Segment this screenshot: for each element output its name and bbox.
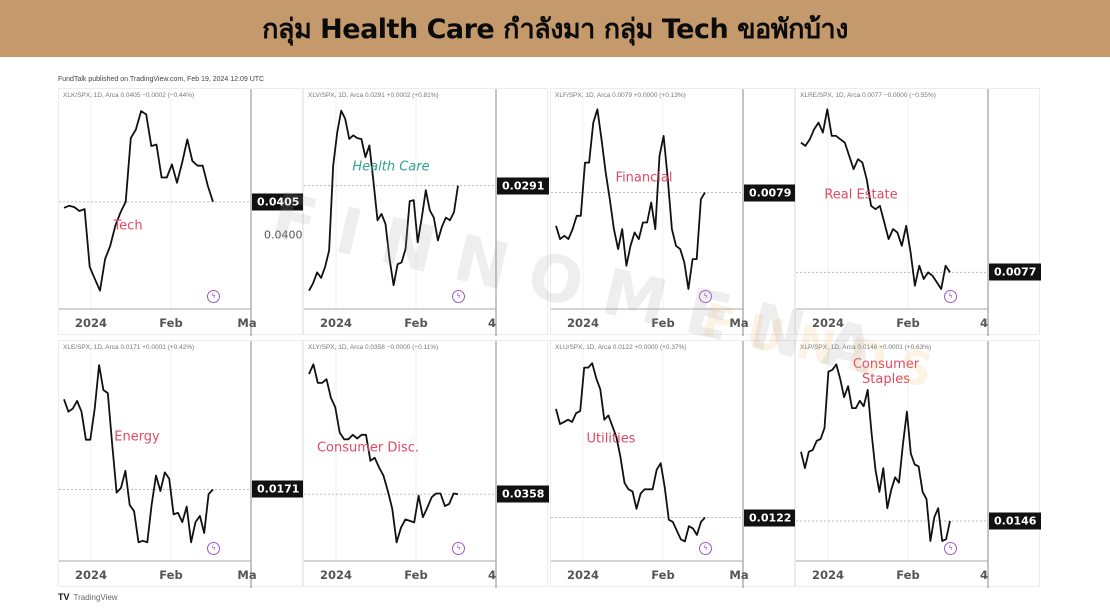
tradingview-brand: TradingView [73,592,118,602]
time-tick-label: Feb [651,568,675,582]
chart-panel: XLU/SPX, 1D, Arca 0.0122 +0.0000 (+0.37%… [550,340,797,588]
time-tick-label: 2024 [566,316,600,330]
lightning-icon[interactable]: ϟ [699,290,712,303]
chart-svg [304,341,497,588]
chart-panel: XLRE/SPX, 1D, Arca 0.0077 −0.0000 (−0.55… [795,88,1042,336]
sector-label: Real Estate [824,187,898,203]
time-tick-label: 2024 [319,316,353,330]
chart-panel: XLE/SPX, 1D, Arca 0.0171 +0.0001 (+0.42%… [58,340,305,588]
footer: TV TradingView [58,592,118,602]
chart-panel: XLY/SPX, 1D, Arca 0.0358 −0.0000 (−0.11%… [303,340,550,588]
time-tick-label: Ma [729,316,749,330]
sector-label: Financial [615,170,673,186]
chart-svg [59,89,252,336]
chart-panel: XLK/SPX, 1D, Arca 0.0405 −0.0002 (−0.44%… [58,88,305,336]
time-tick-label: 4 [979,316,989,330]
time-tick-label: 2024 [74,568,108,582]
time-tick-label: 4 [979,568,989,582]
price-series-line [555,108,706,290]
lightning-icon[interactable]: ϟ [452,290,465,303]
chart-svg [551,341,744,588]
chart-panel: XLP/SPX, 1D, Arca 0.0146 +0.0001 (+0.63%… [795,340,1042,588]
time-tick-label: 2024 [74,316,108,330]
symbol-header: XLV/SPX, 1D, Arca 0.0291 +0.0002 (+0.81%… [308,92,439,99]
chart-svg [551,89,744,336]
symbol-header: XLRE/SPX, 1D, Arca 0.0077 −0.0000 (−0.55… [800,92,936,99]
last-price-badge: 0.0358 [497,485,550,503]
page-title: กลุ่ม Health Care กำลังมา กลุ่ม Tech ขอพ… [262,14,848,45]
price-series-line [63,110,214,292]
sector-label: Consumer Disc. [316,440,420,456]
time-tick-label: Feb [896,316,920,330]
chart-panel: XLV/SPX, 1D, Arca 0.0291 +0.0002 (+0.81%… [303,88,550,336]
time-tick-label: Feb [404,316,428,330]
last-price-badge: 0.0171 [252,480,305,498]
time-tick-label: Feb [651,316,675,330]
time-tick-label: Feb [159,316,183,330]
sector-label: Health Care [352,159,430,175]
chart-svg [304,89,497,336]
lightning-icon[interactable]: ϟ [207,290,220,303]
price-series-line [555,362,706,543]
price-series-line [800,363,951,542]
price-series-line [308,109,459,292]
symbol-header: XLF/SPX, 1D, Arca 0.0079 +0.0000 (+0.13%… [555,92,686,99]
published-note: FundTalk published on TradingView.com, F… [58,76,265,83]
last-price-badge: 0.0122 [744,509,797,527]
time-tick-label: 4 [487,568,497,582]
chart-svg [796,341,989,588]
lightning-icon[interactable]: ϟ [944,290,957,303]
price-series-line [63,364,214,544]
last-price-badge: 0.0405 [252,193,305,211]
time-tick-label: 2024 [811,316,845,330]
time-tick-label: 2024 [811,568,845,582]
chart-panel: XLF/SPX, 1D, Arca 0.0079 +0.0000 (+0.13%… [550,88,797,336]
time-tick-label: Ma [237,316,257,330]
time-tick-label: 2024 [566,568,600,582]
chart-svg [796,89,989,336]
sector-label: Tech [113,218,143,234]
lightning-icon[interactable]: ϟ [207,542,220,555]
last-price-badge: 0.0079 [744,184,797,202]
time-tick-label: 2024 [319,568,353,582]
time-tick-label: Feb [404,568,428,582]
last-price-badge: 0.0146 [989,512,1042,530]
lightning-icon[interactable]: ϟ [699,542,712,555]
price-series-line [800,108,951,290]
last-price-badge: 0.0077 [989,263,1042,281]
last-price-badge: 0.0291 [497,177,550,195]
sector-label: Consumer Staples [852,357,920,387]
symbol-header: XLK/SPX, 1D, Arca 0.0405 −0.0002 (−0.44%… [63,92,195,99]
symbol-header: XLP/SPX, 1D, Arca 0.0146 +0.0001 (+0.63%… [800,344,932,351]
time-tick-label: Feb [159,568,183,582]
tradingview-logo-icon: TV [58,592,70,602]
sector-label: Energy [114,429,160,445]
time-tick-label: Ma [729,568,749,582]
symbol-header: XLE/SPX, 1D, Arca 0.0171 +0.0001 (+0.42%… [63,344,195,351]
time-tick-label: Ma [237,568,257,582]
sector-label: Utilities [586,431,636,447]
chart-svg [59,341,252,588]
lightning-icon[interactable]: ϟ [944,542,957,555]
title-banner: กลุ่ม Health Care กำลังมา กลุ่ม Tech ขอพ… [0,0,1110,57]
lightning-icon[interactable]: ϟ [452,542,465,555]
price-axis-label: 0.0400 [264,228,303,242]
symbol-header: XLY/SPX, 1D, Arca 0.0358 −0.0000 (−0.11%… [308,344,439,351]
price-series-line [308,363,459,544]
symbol-header: XLU/SPX, 1D, Arca 0.0122 +0.0000 (+0.37%… [555,344,687,351]
time-tick-label: 4 [487,316,497,330]
time-tick-label: Feb [896,568,920,582]
